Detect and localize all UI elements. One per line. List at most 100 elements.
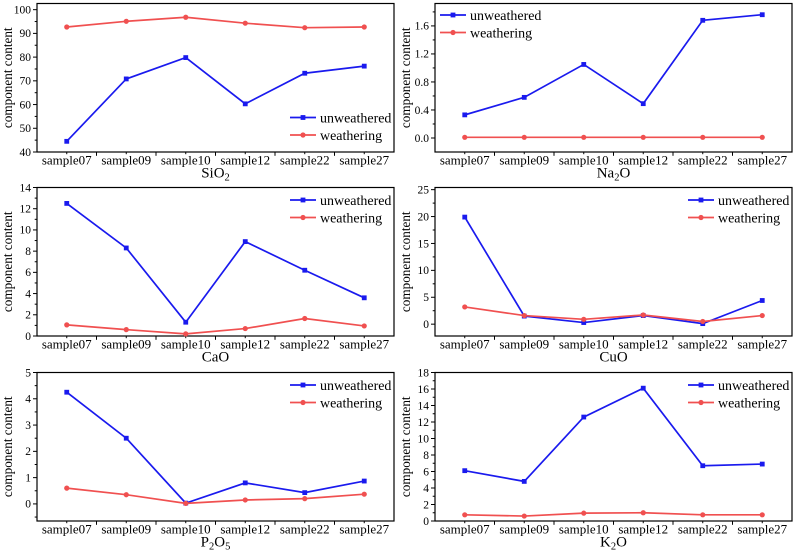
y-tick-label: 16 — [417, 383, 429, 395]
x-tick-label: sample27 — [339, 521, 389, 536]
series-weathering-marker — [64, 322, 70, 328]
plot-border — [433, 371, 793, 522]
series-unweathered-marker — [300, 382, 306, 388]
y-tick-label: 14 — [417, 400, 429, 412]
series-unweathered-line — [464, 13, 762, 116]
y-tick-label: 90 — [20, 28, 32, 40]
x-tick-label: sample22 — [677, 521, 727, 536]
y-tick-label: 0 — [25, 331, 31, 343]
series-weathering-marker — [521, 513, 527, 519]
series-unweathered-marker — [123, 76, 129, 82]
chart-panel-sio2: 40 50 60 70 80 90 100 sample07 sample09 sample10 s… — [0, 0, 398, 184]
legend-label: weathering — [320, 212, 382, 227]
series-unweathered-line — [463, 216, 763, 325]
series-unweathered-marker — [361, 295, 367, 301]
y-tick-label: 4 — [25, 289, 31, 301]
legend-item-unweathered: unweathered — [687, 194, 789, 209]
legend-label: weathering — [320, 396, 382, 411]
legend-item-unweathered: unweathered — [289, 111, 391, 126]
series-unweathered-marker — [123, 435, 129, 441]
chart-panel-na2o: 0.0 0.4 0.8 1.2 1.6 sample07 sample09 sample10 s… — [398, 0, 795, 184]
series-weathering-marker — [123, 491, 129, 497]
y-tick-label: 1.2 — [414, 49, 429, 61]
series-unweathered-marker — [580, 62, 586, 67]
y-tick-label: 4 — [25, 393, 31, 405]
y-tick-label: 5 — [25, 369, 31, 379]
series-unweathered-line — [66, 203, 365, 324]
x-tick-label: sample12 — [220, 152, 270, 167]
chart-title: Na2O — [596, 165, 630, 183]
chart-panel-cao: 0 2 4 6 8 10 12 14 sample07 sample09 sample10 sampl… — [0, 184, 398, 368]
y-tick-label: 10 — [417, 433, 429, 445]
series-unweathered-marker — [461, 112, 467, 118]
x-tick-label: sample22 — [280, 152, 330, 167]
series-unweathered-marker — [640, 385, 646, 391]
series-weathering-marker — [697, 399, 704, 405]
y-tick-label: 25 — [417, 185, 429, 197]
y-tick-label: 1 — [25, 472, 31, 484]
legend-label: weathering — [717, 212, 779, 227]
series-weathering-line — [66, 486, 365, 504]
series-unweathered-marker — [521, 478, 527, 484]
y-tick-label: 10 — [417, 265, 429, 277]
x-tick-label: sample22 — [280, 337, 330, 352]
x-tick-label: sample09 — [499, 152, 549, 167]
y-axis-title: component content — [0, 396, 15, 497]
series-weathering-line — [464, 306, 762, 323]
series-weathering-marker — [759, 511, 765, 518]
y-axis-title: component content — [398, 211, 413, 312]
series-unweathered-marker — [759, 12, 765, 18]
legend-label: unweathered — [320, 378, 391, 393]
series-unweathered-marker — [759, 298, 765, 304]
legend-item-unweathered: unweathered — [289, 194, 391, 209]
y-tick-label: 2 — [423, 499, 429, 511]
series-weathering-marker — [183, 14, 189, 20]
y-tick-label: 100 — [14, 4, 31, 16]
series-unweathered-marker — [361, 63, 367, 69]
series-unweathered-marker — [183, 320, 189, 325]
legend-label: weathering — [717, 396, 779, 411]
legend: unweathered weathering — [289, 194, 391, 227]
legend-label: unweathered — [320, 194, 391, 209]
series-unweathered-marker — [698, 197, 703, 203]
series-weathering-marker — [699, 511, 705, 518]
series-weathering-marker — [123, 18, 129, 24]
legend: unweathered weathering — [289, 111, 391, 144]
x-tick-label: sample27 — [737, 152, 787, 167]
series-weathering-marker — [449, 29, 456, 36]
series-weathering-marker — [242, 20, 248, 26]
x-tick-label: sample12 — [220, 521, 270, 536]
series-weathering-marker — [302, 495, 308, 501]
series-weathering-marker — [640, 134, 646, 140]
x-tick-label: sample10 — [161, 152, 211, 167]
y-tick-label: 0 — [25, 498, 31, 510]
y-axis-title: component content — [398, 396, 413, 497]
chart-panel-p2o5: 0 1 2 3 4 5 sample07 sample09 sample10 sample12 sa… — [0, 369, 398, 553]
y-tick-label: 20 — [417, 212, 429, 224]
series-weathering-marker — [300, 132, 306, 138]
x-tick-label: sample07 — [42, 521, 92, 536]
x-tick-label: sample10 — [558, 337, 608, 352]
legend-item-weathering: weathering — [687, 396, 780, 411]
series-unweathered-marker — [580, 414, 586, 420]
series-unweathered-marker — [64, 201, 70, 207]
x-tick-label: sample07 — [439, 337, 489, 352]
y-tick-label: 18 — [417, 369, 429, 379]
series-unweathered-marker — [183, 55, 189, 60]
series-unweathered-marker — [450, 12, 455, 18]
y-tick-label: 8 — [25, 246, 31, 258]
chart-title: K2O — [600, 534, 627, 552]
legend-label: unweathered — [320, 111, 391, 126]
legend: unweathered weathering — [687, 378, 789, 411]
legend: unweathered weathering — [289, 378, 391, 411]
y-tick-label: 0.8 — [414, 77, 429, 89]
legend-item-weathering: weathering — [289, 212, 382, 227]
y-tick-label: 5 — [423, 292, 429, 304]
series-weathering-marker — [697, 215, 704, 221]
x-tick-label: sample12 — [618, 152, 668, 167]
series-weathering-marker — [300, 215, 306, 221]
chart-k2o: 0 2 4 6 8 10 12 14 16 18 sample07 sample09 sample10 s… — [398, 369, 793, 552]
y-tick-label: 2 — [25, 310, 31, 322]
series-unweathered-line — [66, 56, 365, 142]
x-tick-label: sample09 — [499, 521, 549, 536]
